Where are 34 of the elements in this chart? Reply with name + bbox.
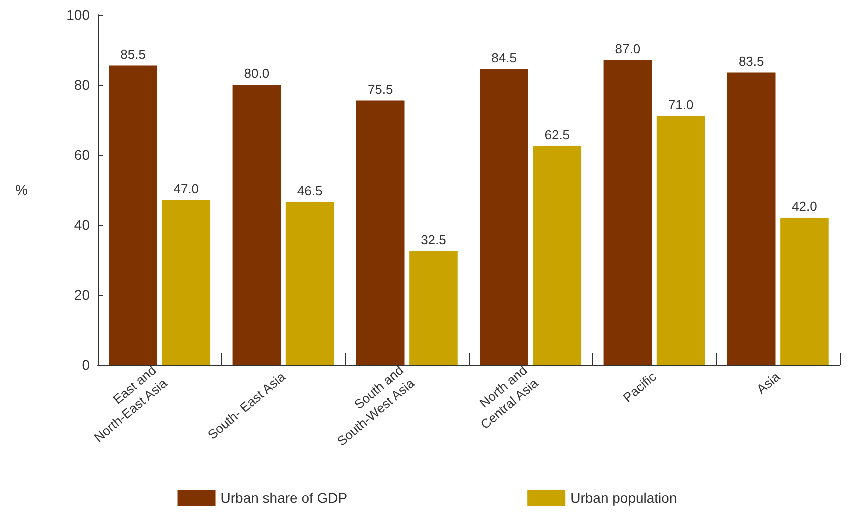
y-tick-label: 60 [74,147,90,163]
bar [410,251,458,365]
data-label: 62.5 [544,127,570,142]
y-tick-label: 80 [74,77,90,93]
data-label: 71.0 [668,98,694,112]
bar [727,72,776,365]
data-label: 42.0 [792,199,818,214]
data-label: 75.5 [368,82,394,97]
y-tick-label: 40 [74,217,90,233]
data-label: 46.5 [297,183,323,198]
bar [356,100,405,365]
bar [286,202,334,365]
bar [480,69,528,365]
data-label: 85.5 [120,46,146,62]
legend-label: Urban population [570,490,678,506]
data-label: 84.5 [492,50,517,66]
data-label: 47.0 [174,182,200,196]
bar [109,66,158,365]
data-label: 80.0 [244,66,270,81]
legend-label: Urban share of GDP [220,490,348,506]
x-tick-label: Asia [754,368,784,398]
y-axis-title: % [16,182,28,198]
bar [656,116,706,365]
data-label: 87.0 [615,42,641,56]
bar [162,200,211,365]
data-label: 32.5 [421,232,446,248]
bar [780,218,829,365]
y-tick-label: 100 [66,7,90,23]
bar [232,85,282,365]
y-tick-label: 20 [74,287,90,303]
bar [533,146,582,365]
y-tick-label: 0 [82,357,90,373]
data-label: 83.5 [738,54,764,69]
bar [604,60,652,365]
